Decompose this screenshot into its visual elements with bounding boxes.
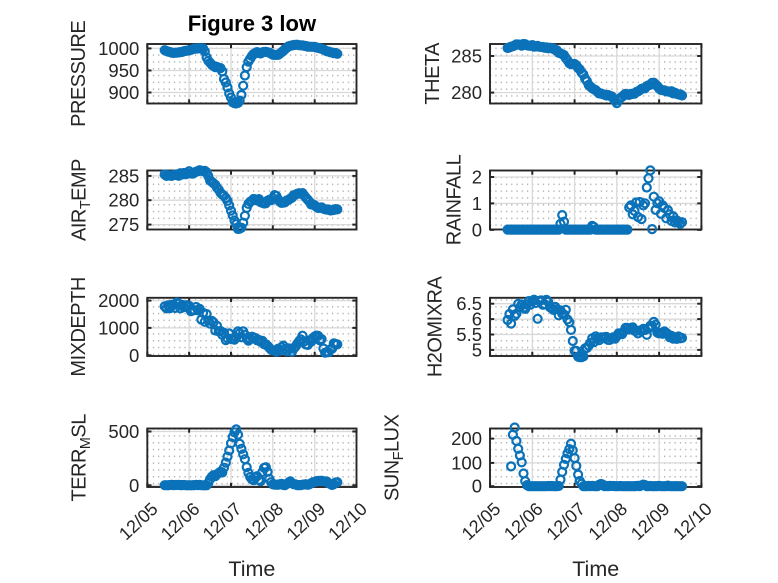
svg-text:0: 0	[472, 219, 482, 240]
svg-text:6.5: 6.5	[456, 293, 482, 314]
svg-text:RAINFALL: RAINFALL	[444, 154, 466, 245]
svg-text:950: 950	[108, 60, 139, 81]
svg-text:MIXDEPTH: MIXDEPTH	[68, 277, 90, 376]
svg-text:500: 500	[108, 421, 139, 442]
svg-text:280: 280	[108, 190, 139, 211]
svg-text:285: 285	[451, 46, 482, 67]
svg-text:2: 2	[472, 167, 482, 188]
svg-text:0: 0	[129, 345, 139, 366]
svg-text:1: 1	[472, 193, 482, 214]
svg-text:SUNFLUX: SUNFLUX	[382, 414, 408, 501]
svg-text:Time: Time	[572, 557, 619, 581]
svg-text:H2OMIXRA: H2OMIXRA	[425, 276, 447, 378]
svg-text:275: 275	[108, 214, 139, 235]
svg-text:5: 5	[472, 339, 482, 360]
svg-text:TERRMSL: TERRMSL	[69, 414, 95, 502]
svg-text:6: 6	[472, 309, 482, 330]
svg-text:1000: 1000	[98, 38, 139, 59]
svg-text:5.5: 5.5	[456, 324, 482, 345]
svg-text:0: 0	[472, 476, 482, 497]
svg-text:200: 200	[451, 428, 482, 449]
svg-text:900: 900	[108, 82, 139, 103]
svg-text:Figure 3 low: Figure 3 low	[188, 11, 317, 36]
svg-text:PRESSURE: PRESSURE	[68, 21, 90, 127]
svg-text:THETA: THETA	[422, 42, 444, 105]
svg-text:2000: 2000	[98, 290, 139, 311]
svg-text:Time: Time	[228, 557, 275, 581]
svg-text:1000: 1000	[98, 317, 139, 338]
svg-text:0: 0	[129, 475, 139, 496]
svg-text:280: 280	[451, 82, 482, 103]
svg-text:AIRTEMP: AIRTEMP	[69, 159, 95, 241]
svg-text:100: 100	[451, 452, 482, 473]
svg-text:285: 285	[108, 165, 139, 186]
